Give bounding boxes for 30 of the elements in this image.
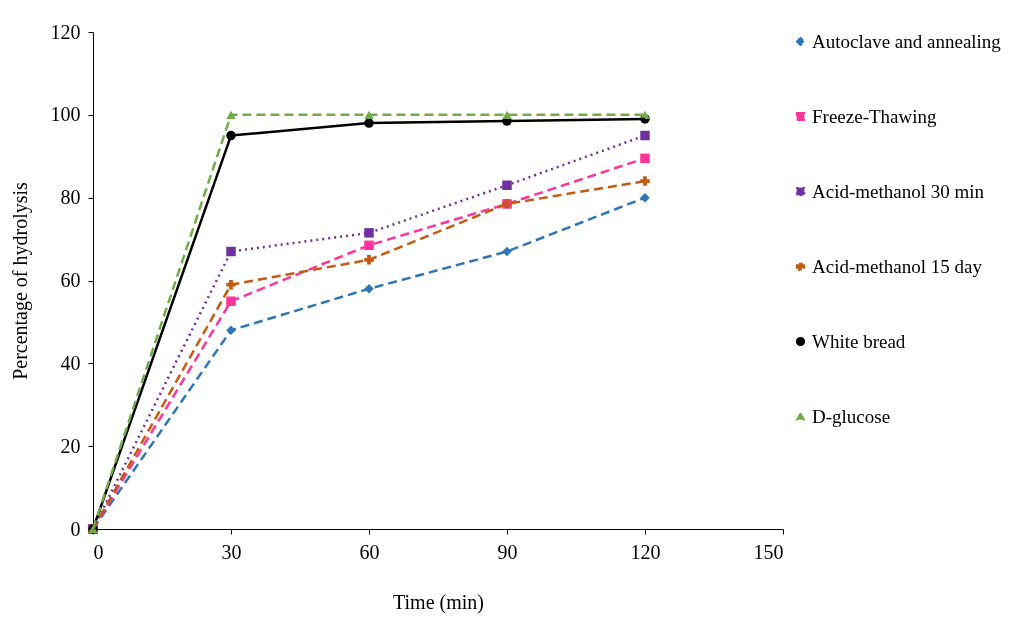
point xyxy=(502,246,512,257)
y-tick-label: 0 xyxy=(70,517,81,540)
legend-label: Freeze-Thawing xyxy=(812,105,937,127)
x-axis-title: Time (min) xyxy=(393,590,484,614)
point xyxy=(640,192,650,203)
legend-label: White bread xyxy=(812,330,906,352)
x-tick-label: 30 xyxy=(221,540,242,563)
legend-label: Acid-methanol 15 day xyxy=(812,255,983,277)
point xyxy=(364,228,374,238)
y-axis-title: Percentage of hydrolysis xyxy=(8,181,32,380)
point xyxy=(502,110,512,119)
x-tick-label: 120 xyxy=(630,540,661,563)
legend-label: D-glucose xyxy=(812,405,891,427)
x-tick-label: 0 xyxy=(93,540,104,563)
x-tick-label: 150 xyxy=(753,540,784,563)
y-tick-label: 120 xyxy=(50,20,81,43)
y-tick-label: 40 xyxy=(60,351,81,374)
point xyxy=(640,130,650,141)
y-tick-label: 80 xyxy=(60,186,81,209)
point xyxy=(640,176,650,186)
x-tick-label: 60 xyxy=(359,540,380,563)
point xyxy=(226,246,236,257)
point xyxy=(226,296,236,306)
legend-label: Autoclave and annealing xyxy=(812,30,1002,52)
x-tick-label: 90 xyxy=(497,540,518,563)
y-tick-label: 60 xyxy=(60,269,81,291)
point xyxy=(502,180,512,190)
legend-label: Acid-methanol 30 min xyxy=(812,180,985,202)
y-tick-label: 100 xyxy=(50,103,81,126)
y-tick-label: 20 xyxy=(60,434,81,457)
